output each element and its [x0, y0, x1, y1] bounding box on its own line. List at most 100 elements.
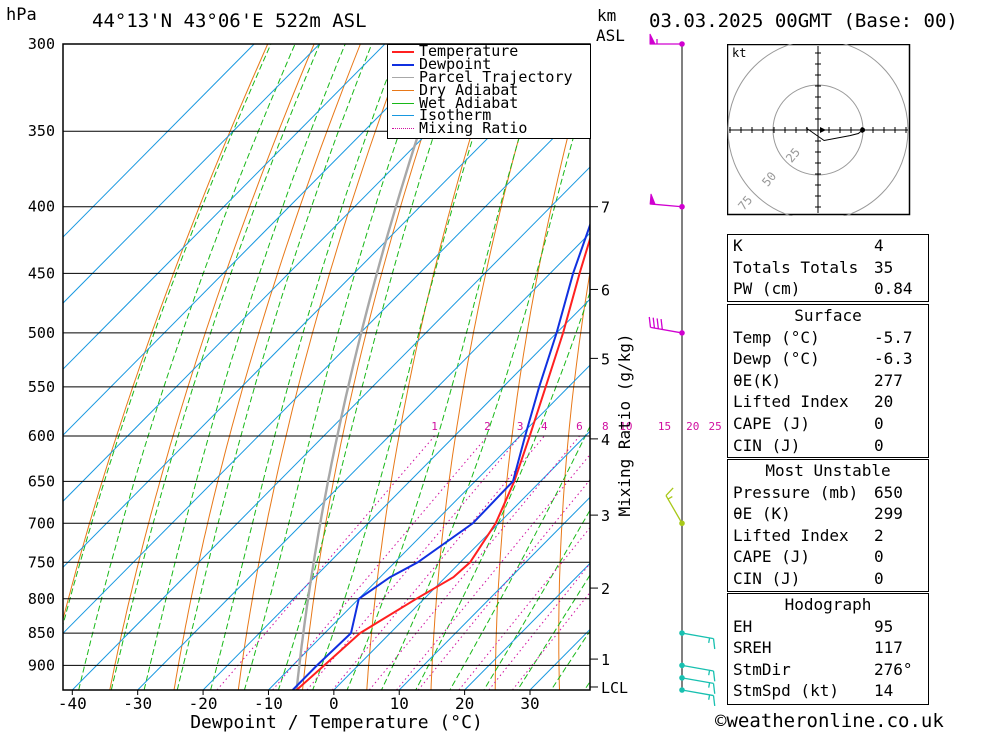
index-value: 0: [874, 547, 884, 567]
index-label: θE (K): [733, 504, 791, 524]
legend-label: Dry Adiabat: [419, 80, 519, 99]
table-section-title: Most Unstable: [765, 461, 891, 480]
index-value: 650: [874, 482, 903, 502]
km-unit-label: km: [597, 6, 617, 25]
isotherm: [63, 44, 582, 569]
mixing-ratio-line: [272, 435, 488, 690]
wind-barb-half: [708, 670, 711, 676]
isotherm: [63, 44, 320, 304]
index-label: CIN (J): [733, 435, 801, 455]
wind-barb-staff: [681, 632, 714, 640]
x-axis-title: Dewpoint / Temperature (°C): [190, 712, 483, 733]
mixing-ratio-line: [331, 435, 545, 690]
km-tick-label: LCL: [601, 679, 628, 697]
legend-label: Isotherm: [419, 106, 492, 125]
indices-basic-table: K 4 Totals Totals 35 PW (cm) 0.84: [727, 234, 929, 302]
most-unstable-row: Lifted Index 2: [728, 525, 928, 547]
wind-barb-full: [665, 487, 674, 496]
index-label: StmDir: [733, 659, 791, 679]
pressure-tick-label: 750: [28, 553, 55, 571]
most-unstable-row: CIN (J) 0: [728, 568, 928, 590]
wet-adiabat: [449, 425, 590, 690]
isotherm: [464, 562, 590, 690]
wind-barb-full: [656, 318, 660, 329]
wind-barb-half: [708, 694, 711, 700]
x-tick-label: -20: [189, 694, 218, 713]
index-label: CIN (J): [733, 568, 801, 588]
surface-row: Lifted Index 20: [728, 391, 928, 413]
index-value: 35: [874, 257, 894, 277]
index-label: Lifted Index: [733, 392, 849, 412]
index-label: Lifted Index: [733, 525, 849, 545]
isotherm: [63, 44, 517, 502]
wind-barb-half: [708, 682, 711, 688]
isotherm: [137, 232, 590, 690]
datetime-title: 03.03.2025 00GMT (Base: 00): [649, 10, 958, 32]
legend-label: Mixing Ratio: [419, 119, 528, 138]
km-tick-label: 7: [601, 199, 610, 217]
legend-swatch: [392, 63, 414, 66]
hodograph-row: StmDir 276°: [728, 659, 928, 681]
wind-barb-full: [712, 670, 716, 682]
surface-row: CAPE (J) 0: [728, 413, 928, 435]
wind-barb-full: [660, 319, 663, 330]
surface-table: Surface Temp (°C) -5.7 Dewp (°C) -6.3 θE(K) 27…: [727, 304, 929, 458]
wet-adiabat: [78, 44, 296, 690]
index-label: EH: [733, 616, 753, 636]
wet-adiabat: [143, 44, 346, 690]
x-tick-label: 0: [329, 694, 339, 713]
wind-barb-flag: [649, 33, 656, 45]
dry-adiabat: [366, 44, 500, 690]
temperature-line: [295, 235, 590, 690]
most-unstable-row: Pressure (mb) 650: [728, 482, 928, 504]
legend-entry: Parcel Trajectory: [388, 67, 590, 86]
wind-barb-full: [712, 638, 716, 650]
index-value: 276°: [874, 659, 913, 679]
legend-entry: Dry Adiabat: [388, 80, 590, 99]
legend-entry: Isotherm: [388, 106, 590, 125]
wind-barb-staff: [650, 326, 683, 334]
pressure-tick-label: 650: [28, 472, 55, 490]
legend-swatch: [392, 76, 414, 78]
hodograph-row: EH 95: [728, 616, 928, 638]
km-tick-label: 5: [601, 350, 610, 368]
most-unstable-table: Most Unstable Pressure (mb) 650 θE (K) 299 Li…: [727, 459, 929, 592]
mixing-ratio-line: [368, 435, 580, 690]
index-row: Totals Totals 35: [728, 257, 928, 279]
parcel-trajectory-line: [295, 44, 450, 690]
pressure-tick-label: 300: [28, 35, 55, 53]
isotherm: [63, 44, 451, 436]
legend-label: Parcel Trajectory: [419, 67, 573, 86]
mixing-ratio-label: 10: [619, 420, 632, 433]
wind-level-dot: [679, 330, 685, 336]
legend-label: Temperature: [419, 42, 519, 60]
index-label: Dewp (°C): [733, 349, 820, 369]
wind-barb-staff: [681, 677, 714, 685]
pressure-tick-label: 450: [28, 264, 55, 282]
legend-label: Dewpoint: [419, 54, 492, 73]
index-value: 95: [874, 616, 894, 636]
wet-adiabat: [176, 44, 373, 690]
mixing-ratio-label: 4: [541, 420, 548, 433]
mixing-ratio-label: 2: [484, 420, 491, 433]
legend: Temperature Dewpoint Parcel Trajectory Dry …: [387, 44, 591, 139]
x-tick-label: -30: [123, 694, 152, 713]
wind-barb-full: [652, 317, 656, 329]
copyright-text: ©weatheronline.co.uk: [715, 710, 944, 732]
dry-adiabat: [109, 44, 315, 690]
hodograph-table: Hodograph EH 95 SREH 117 StmDir 276° StmSpd (kt…: [727, 593, 929, 705]
isotherm: [63, 100, 590, 635]
legend-swatch: [392, 51, 414, 53]
index-value: 117: [874, 638, 903, 658]
wind-barb-staff: [665, 495, 683, 524]
most-unstable-row: CAPE (J) 0: [728, 546, 928, 568]
wind-barb-staff: [681, 689, 714, 697]
mixing-ratio-line: [512, 591, 590, 690]
hodograph-trace: [805, 127, 863, 142]
legend-entry: Temperature: [388, 42, 590, 60]
dry-adiabat: [173, 44, 361, 690]
index-label: Pressure (mb): [733, 482, 859, 502]
legend-swatch: [392, 115, 414, 117]
index-value: 277: [874, 370, 903, 390]
index-label: CAPE (J): [733, 547, 811, 567]
